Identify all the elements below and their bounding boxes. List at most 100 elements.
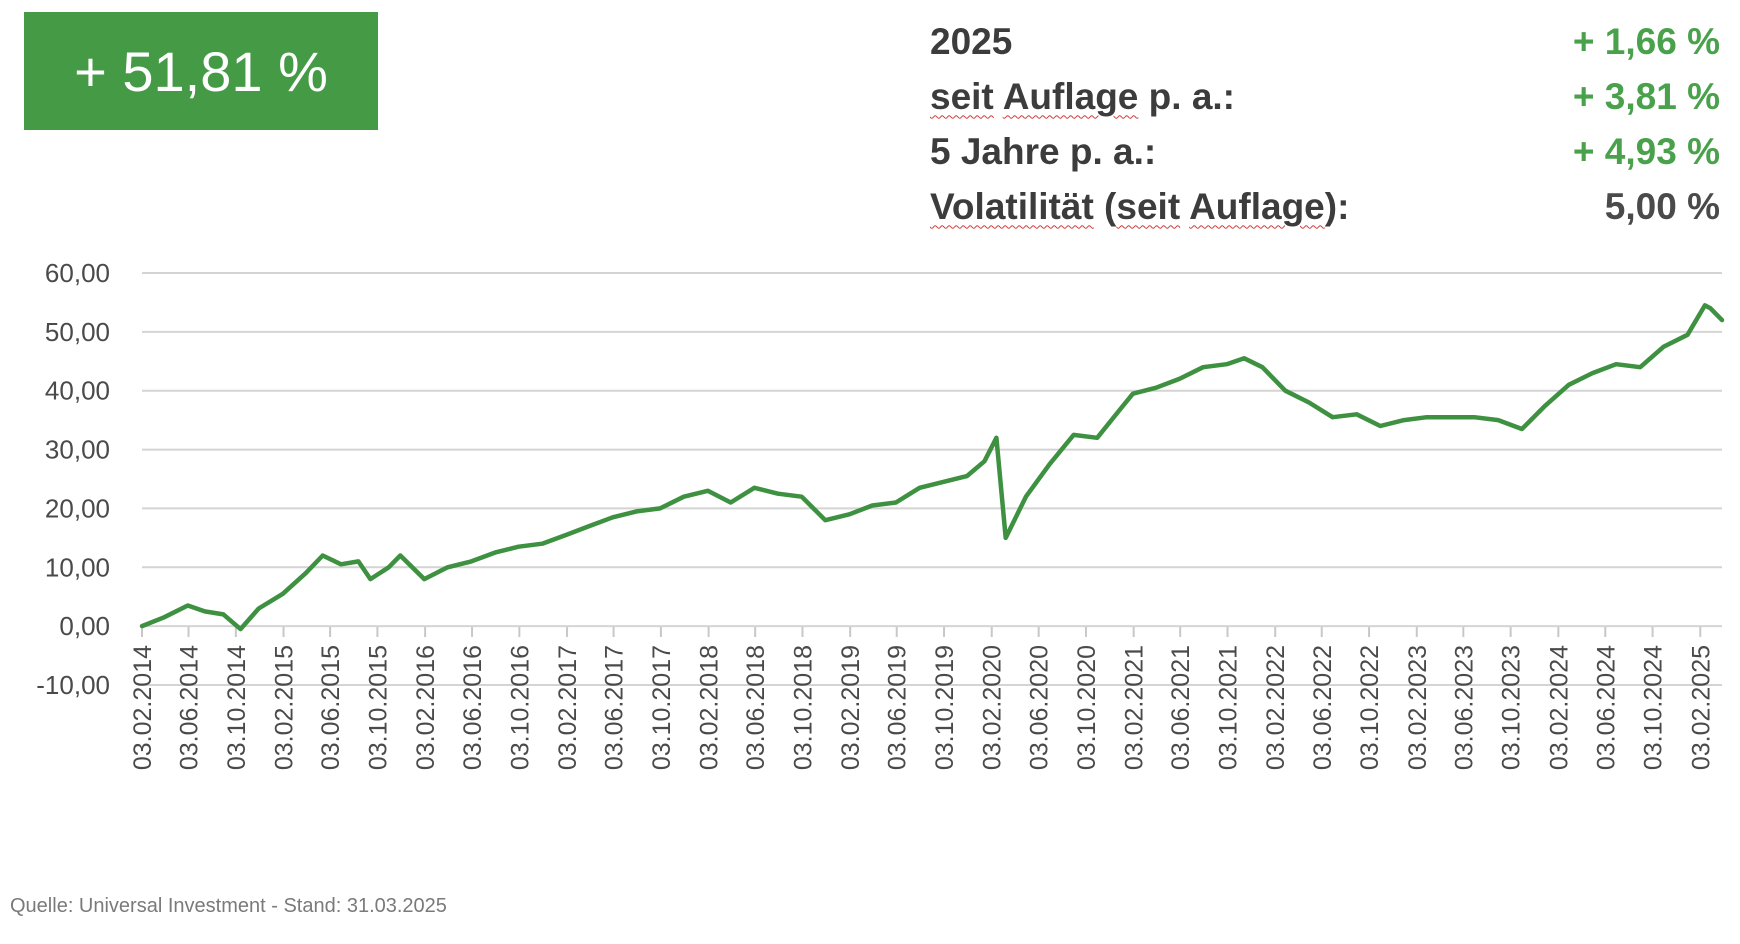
x-tick-label: 03.10.2021 (1215, 645, 1243, 770)
data-point (222, 613, 225, 616)
stat-label: Volatilität (seit Auflage): (930, 186, 1349, 228)
total-return-badge: + 51,81 % (24, 12, 378, 130)
performance-chart: 60,00 50,00 40,00 30,00 20,00 10,00 0,00 -10,00… (36, 258, 1725, 770)
data-point (729, 501, 732, 504)
stat-row: seit Auflage p. a.: + 3,81 % (930, 69, 1720, 124)
stat-label: 5 Jahre p. a.: (930, 131, 1156, 173)
stat-value: + 1,66 % (1572, 20, 1720, 62)
data-point (340, 563, 342, 566)
data-point (387, 566, 390, 569)
source-note: Quelle: Universal Investment - Stand: 31… (10, 895, 447, 917)
data-point (1403, 419, 1405, 421)
data-point (1663, 345, 1665, 348)
stat-label-part: Auflage (1002, 75, 1139, 117)
data-point (871, 504, 874, 507)
data-point (1379, 425, 1382, 427)
data-point (753, 487, 756, 489)
data-point (1308, 401, 1310, 404)
y-tick-label: 10,00 (45, 552, 110, 582)
data-point (1473, 416, 1475, 418)
stat-value: + 4,93 % (1572, 130, 1720, 172)
x-tick-label: 03.02.2021 (1121, 645, 1149, 770)
x-tick-label: 03.06.2014 (176, 645, 204, 770)
x-tick-label: 03.02.2025 (1687, 645, 1715, 770)
data-point (1449, 416, 1452, 418)
data-point (918, 487, 921, 489)
stat-label-part: p. a.: (1138, 75, 1235, 117)
x-tick-label: 03.10.2019 (931, 645, 959, 770)
x-tick-label: 03.02.2017 (554, 645, 582, 770)
data-point (1639, 366, 1641, 368)
y-tick-label: 40,00 (45, 376, 110, 406)
x-tick-label: 03.10.2024 (1640, 645, 1668, 770)
x-tick-label: 03.10.2020 (1073, 645, 1101, 770)
x-tick-label: 03.10.2023 (1498, 645, 1526, 770)
data-point (1544, 404, 1547, 407)
data-point (1225, 363, 1228, 366)
data-point (1261, 366, 1264, 368)
y-tick-label: 30,00 (45, 435, 110, 465)
x-tick-label: 03.02.2019 (837, 645, 865, 770)
data-point (1615, 363, 1617, 366)
data-point (239, 628, 242, 630)
performance-stats: 2025 + 1,66 % seit Auflage p. a.: + 3,81 % 5… (930, 14, 1720, 234)
stat-label-part: Volatilität (930, 185, 1094, 227)
data-point (1132, 392, 1134, 395)
data-point (357, 560, 360, 563)
data-point (1096, 437, 1099, 439)
data-point (848, 513, 851, 516)
data-point (517, 545, 520, 548)
x-tick-label: 03.10.2017 (648, 645, 676, 770)
data-point (682, 495, 685, 498)
data-point (1025, 495, 1027, 498)
data-point (966, 475, 968, 477)
data-point (565, 534, 568, 536)
data-point (1202, 366, 1204, 368)
stat-value: 5,00 % (1604, 185, 1720, 227)
y-tick-label: 60,00 (45, 258, 110, 288)
x-tick-label: 03.06.2020 (1026, 645, 1054, 770)
data-point (281, 592, 284, 595)
x-tick-label: 03.02.2022 (1262, 645, 1290, 770)
stat-value: + 3,81 % (1572, 75, 1720, 117)
data-point (1243, 357, 1245, 360)
stat-label-part: seit (930, 75, 994, 117)
data-point (1120, 407, 1122, 410)
data-point (824, 519, 827, 521)
data-point (1721, 319, 1723, 321)
stat-label-part: 5 Jahre p. a.: (930, 130, 1157, 172)
data-point (1072, 434, 1075, 436)
data-point (446, 566, 449, 569)
data-point (304, 572, 307, 574)
y-tick-label: 0,00 (59, 611, 110, 641)
stat-row: 2025 + 1,66 % (930, 14, 1720, 69)
data-point (588, 525, 590, 527)
x-tick-label: 03.10.2018 (789, 645, 817, 770)
x-tick-label: 03.10.2014 (223, 645, 251, 770)
data-point (163, 616, 165, 619)
x-tick-label: 03.06.2015 (317, 645, 345, 770)
stat-label: seit Auflage p. a.: (930, 76, 1235, 118)
x-tick-label: 03.02.2014 (129, 645, 157, 770)
data-point (1048, 463, 1051, 466)
data-point (1704, 304, 1706, 307)
x-tick-label: 03.02.2024 (1545, 645, 1573, 770)
x-tick-label: 03.06.2016 (459, 645, 487, 770)
stat-label-part: Auflage (1189, 185, 1325, 227)
stat-label-part: seit (1116, 185, 1181, 227)
data-point (257, 607, 260, 610)
data-point (1284, 389, 1287, 392)
x-tick-label: 03.06.2024 (1592, 645, 1620, 770)
data-point (942, 481, 945, 483)
data-point (1591, 372, 1594, 374)
data-point (1568, 384, 1570, 386)
data-point (1709, 307, 1712, 310)
stat-label: 2025 (930, 21, 1012, 63)
data-point (1426, 416, 1428, 418)
data-point (800, 495, 803, 498)
stat-row: 5 Jahre p. a.: + 4,93 % (930, 124, 1720, 179)
data-point (635, 510, 638, 513)
data-point (369, 578, 372, 580)
data-point (895, 501, 897, 504)
x-tick-label: 03.06.2018 (742, 645, 770, 770)
